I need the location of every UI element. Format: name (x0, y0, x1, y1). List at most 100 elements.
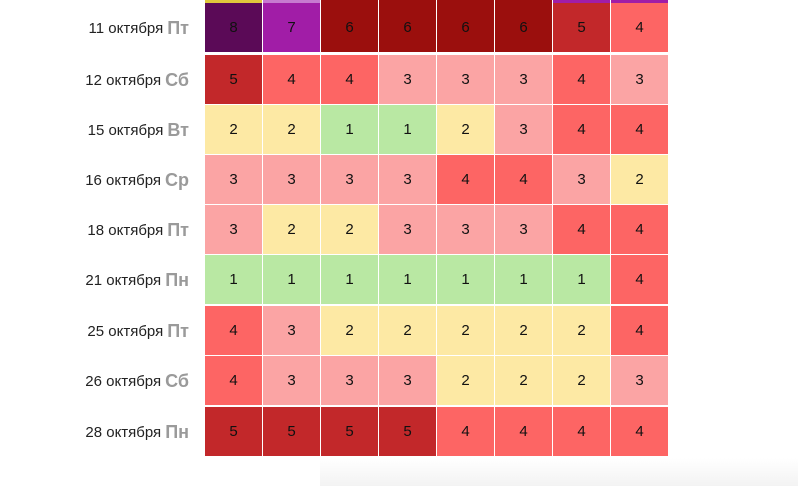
row-label: 11 октября Пт (0, 3, 189, 53)
row-date: 15 октября (87, 121, 164, 139)
heatmap-cell: 3 (263, 306, 321, 356)
heatmap-cell: 6 (321, 3, 379, 53)
row-label: 15 октября Вт (0, 105, 189, 155)
heatmap-cell: 3 (495, 55, 553, 105)
heatmap-cell: 5 (205, 55, 263, 105)
heatmap-cell: 4 (553, 407, 611, 457)
heatmap-cell: 4 (553, 205, 611, 255)
row-label: 25 октября Пт (0, 306, 189, 356)
top-strip-segment (611, 0, 668, 3)
heatmap-cell: 6 (495, 3, 553, 53)
heatmap-cell: 1 (379, 255, 437, 305)
row-label: 16 октября Ср (0, 155, 189, 205)
heatmap-cell: 2 (321, 306, 379, 356)
row-date: 21 октября (85, 271, 162, 289)
heatmap-cell: 4 (611, 407, 669, 457)
heatmap-cell: 1 (321, 105, 379, 155)
heatmap-cell: 5 (379, 407, 437, 457)
heatmap-cell: 2 (611, 155, 669, 205)
row-date: 16 октября (85, 171, 161, 189)
heatmap-cell: 4 (321, 55, 379, 105)
row-label: 28 октября Пн (0, 407, 189, 457)
heatmap-cell: 2 (263, 105, 321, 155)
heatmap-cell: 2 (379, 306, 437, 356)
heatmap-cell: 1 (263, 255, 321, 305)
row-weekday: Пт (167, 320, 189, 341)
row-date: 26 октября (85, 372, 162, 390)
heatmap-cell: 4 (495, 407, 553, 457)
heatmap-cell: 1 (553, 255, 611, 305)
heatmap-cell: 3 (379, 55, 437, 105)
heatmap-cell: 3 (495, 205, 553, 255)
heatmap-cell: 3 (379, 205, 437, 255)
heatmap-cell: 3 (437, 55, 495, 105)
heatmap-cell: 1 (437, 255, 495, 305)
heatmap-cell: 4 (553, 105, 611, 155)
heatmap-cell: 3 (437, 205, 495, 255)
row-date: 25 октября (87, 322, 164, 340)
heatmap-cell: 8 (205, 3, 263, 53)
heatmap-cell: 2 (495, 356, 553, 406)
heatmap-cell: 2 (437, 105, 495, 155)
heatmap-cell: 5 (321, 407, 379, 457)
heatmap-cell: 4 (437, 407, 495, 457)
top-strip (205, 0, 668, 3)
heatmap-cell: 2 (553, 356, 611, 406)
scroll-shadow (320, 458, 798, 486)
heatmap-cell: 2 (205, 105, 263, 155)
heatmap-cell: 3 (263, 356, 321, 406)
heatmap-cell: 7 (263, 3, 321, 53)
heatmap-cell: 3 (611, 356, 669, 406)
heatmap-cell: 3 (553, 155, 611, 205)
heatmap-cell: 4 (611, 3, 669, 53)
top-strip-segment (495, 0, 552, 3)
heatmap-cell: 4 (611, 105, 669, 155)
row-weekday: Ср (165, 169, 189, 190)
top-strip-segment (553, 0, 610, 3)
heatmap-cell: 4 (205, 306, 263, 356)
row-date: 11 октября (88, 19, 164, 37)
heatmap-cell: 1 (321, 255, 379, 305)
heatmap-cell: 3 (379, 155, 437, 205)
heatmap-cell: 4 (611, 205, 669, 255)
top-strip-segment (205, 0, 262, 3)
heatmap-cell: 1 (205, 255, 263, 305)
top-strip-segment (263, 0, 320, 3)
heatmap-cell: 4 (437, 155, 495, 205)
top-strip-segment (437, 0, 494, 3)
heatmap-cell: 3 (379, 356, 437, 406)
row-date: 12 октября (85, 71, 162, 89)
heatmap-cell: 3 (495, 105, 553, 155)
row-date: 28 октября (85, 423, 162, 441)
heatmap-cell: 3 (321, 155, 379, 205)
heatmap-cell: 4 (553, 55, 611, 105)
heatmap-cell: 3 (263, 155, 321, 205)
row-date: 18 октября (87, 221, 164, 239)
heatmap-cell: 6 (379, 3, 437, 53)
heatmap-cell: 1 (495, 255, 553, 305)
row-weekday: Пт (167, 17, 189, 38)
row-weekday: Сб (165, 370, 189, 391)
heatmap-cell: 4 (611, 306, 669, 356)
heatmap-cell: 3 (611, 55, 669, 105)
top-strip-segment (379, 0, 436, 3)
heatmap-cell: 2 (437, 306, 495, 356)
row-label: 26 октября Сб (0, 356, 189, 406)
heatmap-cell: 2 (321, 205, 379, 255)
row-weekday: Сб (165, 69, 189, 90)
row-label: 18 октября Пт (0, 205, 189, 255)
heatmap-cell: 3 (321, 356, 379, 406)
heatmap-cell: 4 (263, 55, 321, 105)
heatmap-cell: 5 (205, 407, 263, 457)
heatmap-cell: 5 (553, 3, 611, 53)
row-weekday: Вт (167, 119, 189, 140)
row-weekday: Пт (167, 219, 189, 240)
heatmap-cell: 4 (611, 255, 669, 305)
row-weekday: Пн (165, 269, 189, 290)
top-strip-segment (321, 0, 378, 3)
heatmap-cell: 2 (263, 205, 321, 255)
heatmap-cell: 6 (437, 3, 495, 53)
heatmap-cell: 3 (205, 155, 263, 205)
heatmap-cell: 4 (205, 356, 263, 406)
